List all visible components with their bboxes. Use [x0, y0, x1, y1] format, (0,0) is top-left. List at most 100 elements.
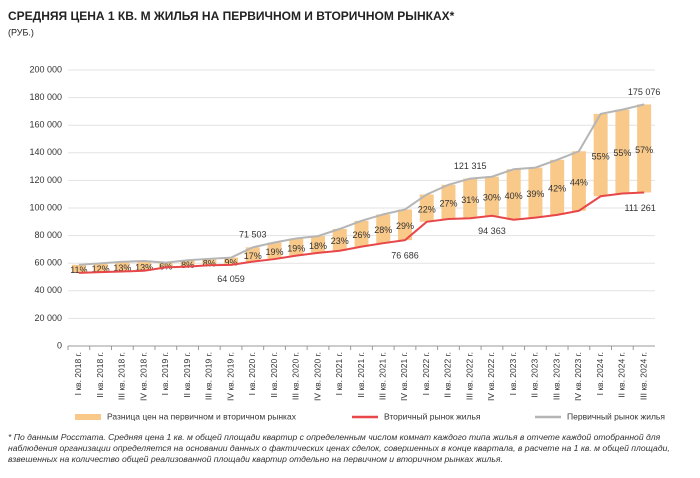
y-tick-label: 120 000: [29, 175, 62, 185]
point-label: 76 686: [391, 251, 419, 261]
x-tick-label: II кв. 2020 г.: [269, 352, 279, 398]
difference-label: 8%: [203, 258, 216, 268]
chart: СРЕДНЯЯ ЦЕНА 1 КВ. М ЖИЛЬЯ НА ПЕРВИЧНОМ …: [8, 9, 665, 421]
x-tick-label: III кв. 2024 г.: [638, 352, 648, 400]
difference-label: 13%: [113, 263, 131, 273]
primary-line: [78, 103, 645, 266]
x-tick-label: II кв. 2022 г.: [443, 352, 453, 398]
x-tick-label: IV кв. 2023 г.: [573, 352, 583, 401]
point-label: 64 059: [217, 274, 245, 284]
difference-label: 28%: [374, 225, 392, 235]
y-tick-label: 60 000: [34, 258, 62, 268]
difference-bar: [224, 257, 239, 265]
x-tick-label: IV кв. 2022 г.: [486, 352, 496, 401]
difference-label: 39%: [526, 189, 544, 199]
difference-bar: [571, 151, 586, 211]
legend-swatch: [75, 414, 101, 420]
difference-bar: [637, 104, 652, 193]
point-label: 175 076: [628, 87, 661, 97]
difference-label: 30%: [483, 193, 501, 203]
y-tick-label: 20 000: [34, 313, 62, 323]
difference-bar: [615, 109, 630, 194]
difference-bar: [289, 238, 304, 256]
difference-label: 26%: [352, 230, 370, 240]
y-tick-label: 100 000: [29, 202, 62, 212]
y-tick-label: 40 000: [34, 285, 62, 295]
difference-label: 27%: [439, 198, 457, 208]
difference-label: 19%: [266, 247, 284, 257]
difference-label: 8%: [181, 260, 194, 270]
secondary-line: [78, 191, 645, 274]
difference-label: 11%: [70, 265, 87, 275]
x-tick-label: II кв. 2023 г.: [530, 352, 540, 398]
difference-bar: [245, 247, 260, 262]
difference-label: 40%: [505, 191, 523, 201]
y-tick-label: 140 000: [29, 147, 62, 157]
difference-label: 57%: [635, 145, 653, 155]
difference-bar: [419, 194, 434, 222]
point-label: 111 261: [625, 203, 656, 213]
difference-bar: [267, 242, 282, 260]
chart-subtitle: (РУБ.): [8, 27, 34, 37]
difference-label: 29%: [396, 221, 414, 231]
difference-label: 17%: [244, 251, 262, 261]
legend-label: Разница цен на первичном и вторичном рын…: [107, 411, 297, 421]
difference-bar: [484, 176, 499, 216]
x-tick-label: I кв. 2018 г.: [73, 352, 83, 395]
x-tick-label: III кв. 2020 г.: [291, 352, 301, 400]
difference-label: 31%: [461, 195, 479, 205]
difference-bar: [158, 262, 173, 268]
x-tick-label: III кв. 2021 г.: [377, 352, 387, 400]
x-tick-label: I кв. 2023 г.: [508, 352, 518, 395]
difference-bar: [202, 258, 217, 266]
difference-bar: [332, 228, 347, 251]
x-tick-label: III кв. 2022 г.: [464, 352, 474, 400]
difference-label: 42%: [548, 184, 566, 194]
difference-bar: [354, 220, 369, 247]
x-tick-label: I кв. 2020 г.: [247, 352, 257, 395]
difference-bar: [441, 184, 456, 220]
y-tick-label: 200 000: [29, 64, 62, 74]
difference-label: 18%: [309, 241, 327, 251]
x-tick-label: I кв. 2019 г.: [160, 352, 170, 395]
x-tick-label: I кв. 2024 г.: [595, 352, 605, 395]
difference-bar: [137, 261, 152, 271]
difference-bar: [528, 167, 543, 218]
point-label: 71 503: [239, 230, 267, 240]
footnote: * По данным Росстата. Средняя цена 1 кв.…: [8, 432, 670, 464]
x-tick-label: IV кв. 2018 г.: [138, 352, 148, 401]
y-tick-label: 0: [57, 340, 62, 350]
difference-bar: [463, 178, 478, 219]
x-tick-label: III кв. 2019 г.: [204, 352, 214, 400]
difference-bar: [376, 214, 391, 244]
difference-label: 55%: [592, 151, 610, 161]
difference-label: 12%: [92, 264, 110, 274]
difference-label: 9%: [225, 258, 238, 268]
difference-label: 23%: [331, 236, 349, 246]
y-tick-label: 80 000: [34, 230, 62, 240]
x-tick-label: IV кв. 2019 г.: [225, 352, 235, 401]
difference-bar: [397, 209, 412, 241]
difference-label: 44%: [570, 177, 588, 187]
difference-label: 55%: [613, 148, 631, 158]
x-tick-label: II кв. 2024 г.: [617, 352, 627, 398]
y-tick-label: 160 000: [29, 120, 62, 130]
difference-label: 13%: [135, 262, 153, 272]
x-tick-label: I кв. 2022 г.: [421, 352, 431, 395]
legend-label: Вторичный рынок жилья: [384, 411, 481, 421]
difference-label: 19%: [287, 243, 305, 253]
difference-bar: [550, 159, 565, 215]
y-tick-label: 180 000: [29, 92, 62, 102]
difference-bar: [506, 169, 521, 220]
difference-bar: [115, 261, 130, 272]
point-label: 121 315: [454, 161, 487, 171]
x-tick-label: III кв. 2018 г.: [117, 352, 127, 400]
x-tick-label: IV кв. 2020 г.: [312, 352, 322, 401]
chart-title: СРЕДНЯЯ ЦЕНА 1 КВ. М ЖИЛЬЯ НА ПЕРВИЧНОМ …: [8, 9, 455, 23]
x-tick-label: III кв. 2023 г.: [551, 352, 561, 400]
point-label: 94 363: [478, 226, 506, 236]
difference-bar: [71, 264, 86, 273]
legend-label: Первичный рынок жилья: [567, 411, 665, 421]
x-tick-label: II кв. 2018 г.: [95, 352, 105, 398]
